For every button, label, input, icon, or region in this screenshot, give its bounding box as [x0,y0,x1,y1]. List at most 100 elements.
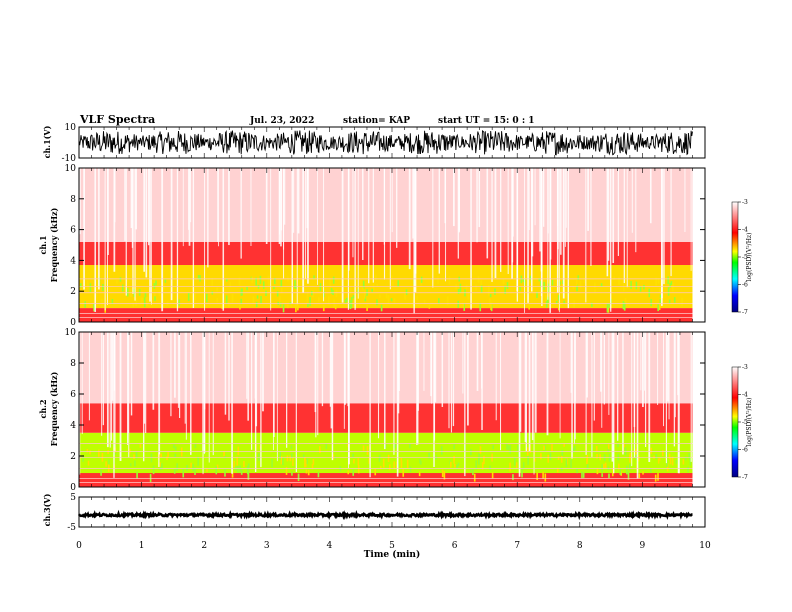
ch1-spectrogram-speckle [446,296,449,305]
ch2-spectrogram-speckle [182,468,185,478]
ch1-spectrogram-speckle [86,280,89,290]
ch2-spectrogram-speckle [368,457,370,464]
ch2-spectrogram-ytick-label: 0 [70,483,76,493]
ch2-spectrogram-speckle [271,458,273,468]
ch2-spectrogram-speckle [352,469,355,476]
ch2-spectrogram-speckle [206,468,208,473]
ch2-spectrogram-speckle [258,453,260,461]
ch1-spectrogram-speckle [659,299,662,305]
ch2-spectrogram-speckle [224,455,226,459]
ch2-spectrogram-speckle [388,464,391,471]
ch2-spectrogram-speckle [512,474,514,481]
ch1-spectrogram-speckle [126,288,129,297]
ch1-spectrogram-speckle [669,283,671,288]
ch1-spectrogram-speckle [350,297,353,302]
ch1-spectrogram-speckle [659,294,662,298]
ch2-spectrogram-speckle [382,458,385,468]
ch1-spectrogram-speckle [650,299,652,307]
ch1-spectrogram-band-2 [79,168,693,242]
ch2-spectrogram-speckle [556,467,559,473]
ch2-spectrogram-speckle [428,452,430,459]
ch2-spectrogram-speckle [379,465,382,470]
ch2-spectrogram-speckle [472,468,474,476]
ch2-spectrogram-speckle [194,467,196,476]
ch1-ylabel-channel: ch.1 [38,235,48,254]
ch1-spectrogram-speckle [543,281,545,290]
ch1-spectrogram-speckle [332,276,335,284]
ch1-spectrogram-speckle [576,283,578,292]
ch1-spectrogram-speckle [529,280,531,284]
x-axis-label: Time (min) [364,549,421,560]
ch2-spectrogram-speckle [107,450,109,454]
ch1-spectrogram-speckle [657,304,659,312]
ch1-spectrogram-speckle [672,282,674,292]
ch2-spectrogram-speckle [114,451,117,455]
ch2-spectrogram-speckle [400,460,403,469]
ch2-spectrogram-speckle [618,463,620,470]
ch1-spectrogram-speckle [132,303,135,307]
ch2-spectrogram-speckle [675,459,678,464]
ch2-spectrogram-speckle [637,455,640,462]
ch2-spectrogram-speckle [233,460,236,468]
ch1-spectrogram-speckle [362,287,364,291]
ch2-spectrogram-band-1 [79,403,693,433]
ch1-spectrogram-speckle [502,279,505,285]
ch2-spectrogram-speckle [133,454,135,459]
ch1-spectrogram-speckle [490,301,492,310]
ch1-spectrogram-speckle [366,304,368,311]
ch1-spectrogram-speckle [187,292,190,302]
ch2-spectrogram-speckle [443,470,446,480]
ch2-spectrogram-speckle [475,460,477,470]
ch1-spectrogram-speckle [166,301,169,306]
ch1-spectrogram-speckle [594,282,596,289]
ch1-spectrogram-speckle [618,277,620,286]
ch1-spectrogram-speckle [613,276,615,281]
ch2-frequency-ylabel: ch.2 Frequency (kHz) [38,371,59,446]
ch2-spectrogram-speckle [409,443,411,449]
ch2-spectrogram-speckle [247,471,250,480]
ch2-spectrogram-speckle [243,460,245,468]
ch1-spectrogram-speckle [262,281,265,289]
ch2-spectrogram-speckle [105,461,107,467]
ch2-spectrogram-speckle [666,462,669,472]
ch1-spectrogram-speckle [397,280,400,287]
ch2-spectrogram-speckle [366,446,369,455]
ch1-spectrogram-speckle [655,277,657,286]
ch2-spectrogram-speckle [139,443,142,448]
ch2-spectrogram-speckle [450,461,452,468]
ch1-spectrogram-speckle [504,285,506,295]
ch1-spectrogram-speckle [334,304,337,310]
ch2-spectrogram-speckle [223,451,225,457]
ch2-spectrogram-speckle [129,463,132,467]
ch1-spectrogram-speckle [423,299,426,305]
x-tick-label: 3 [264,541,270,551]
ch1-spectrogram-speckle [246,286,248,291]
ch1-spectrogram-speckle [622,301,625,310]
ch1-spectrogram-speckle [623,302,626,311]
ch1-spectrogram-speckle [657,278,660,284]
ch2-spectrogram-speckle [167,452,169,458]
ch2-spectrogram-speckle [687,467,689,473]
ch2-spectrogram-speckle [565,458,568,467]
ch2-spectrogram-speckle [197,456,199,466]
ch2-spectrogram-speckle [216,464,219,470]
ch1-spectrogram-speckle [282,304,285,313]
station-label: station= KAP [343,116,410,126]
ch1-spectrogram-speckle [193,303,196,308]
ch2-spectrogram-speckle [544,473,547,482]
ch2-spectrogram-speckle [478,457,480,465]
ch2-spectrogram-speckle [671,456,674,466]
ch1-spectrogram-speckle [260,295,262,304]
ch1-spectrogram-speckle [519,286,521,291]
ch1-spectrogram-speckle [420,276,423,283]
ch2-ylabel-channel: ch.2 [38,399,48,418]
ch2-spectrogram-speckle [684,456,687,461]
ch2-spectrogram-speckle [669,457,672,465]
ch2-spectrogram-speckle [279,451,281,460]
ch1-spectrogram-speckle [352,295,355,299]
x-tick-label: 7 [514,541,520,551]
ch2-spectrogram-speckle [491,472,494,479]
ch1-spectrogram-speckle [572,286,575,290]
ch2-spectrogram-band-2 [79,332,693,404]
ch2-spectrogram-speckle [509,462,511,472]
